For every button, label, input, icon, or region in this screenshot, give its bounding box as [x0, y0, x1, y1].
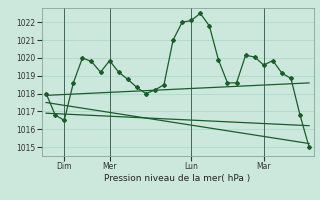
- X-axis label: Pression niveau de la mer( hPa ): Pression niveau de la mer( hPa ): [104, 174, 251, 183]
